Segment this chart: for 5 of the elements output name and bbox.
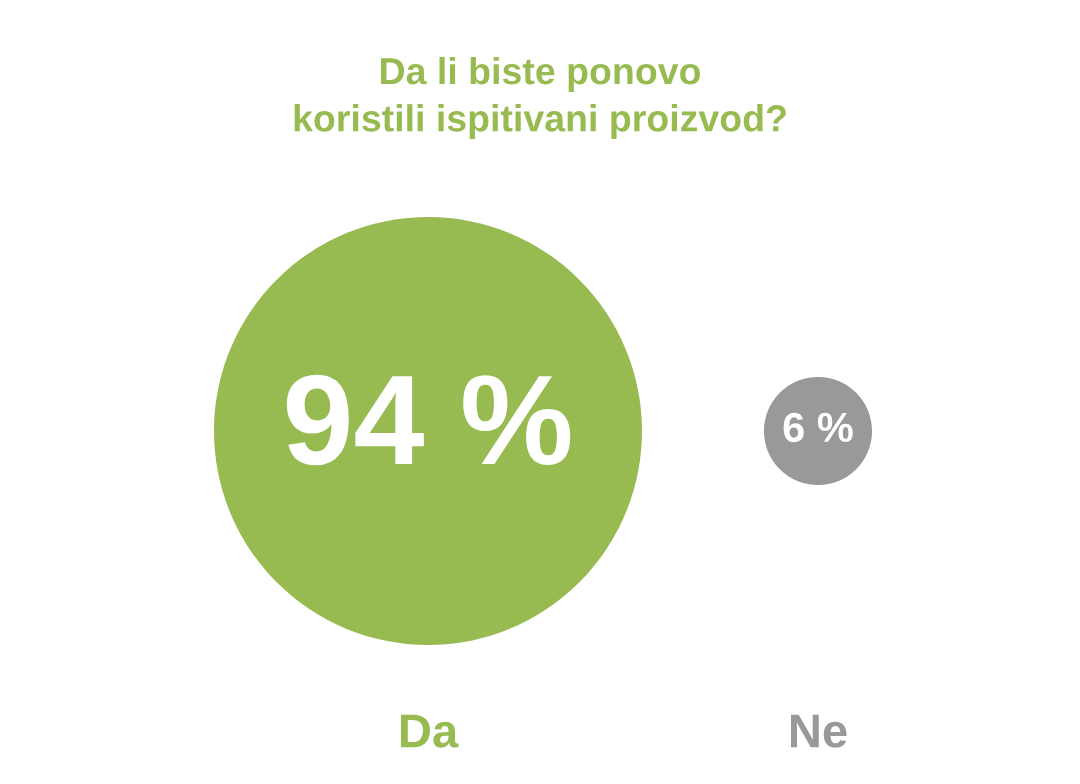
category-label: Ne <box>790 714 847 748</box>
text: Da li biste ponovo koristili ispitivani proizvod? <box>294 56 786 140</box>
data-label: 94 % <box>286 374 571 466</box>
category-label: Da <box>400 714 459 748</box>
data-label: 6 % <box>783 412 853 443</box>
